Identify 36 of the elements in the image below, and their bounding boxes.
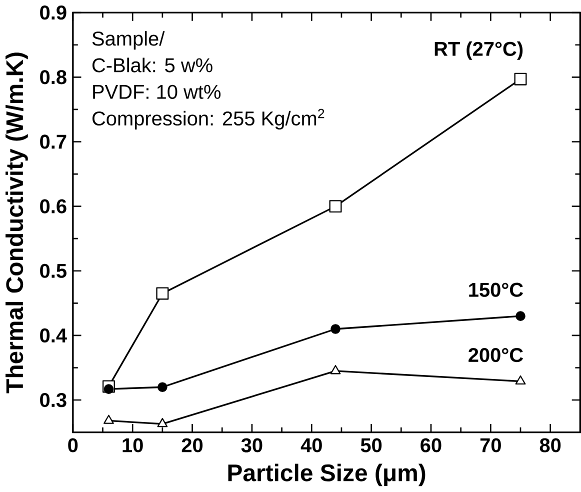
y-tick-label: 0.6 [40, 199, 66, 214]
annotation: C-Blak: 5 w% [92, 58, 212, 72]
annotation: PVDF: 10 wt% [93, 85, 221, 100]
x-tick-label: 0 [68, 438, 78, 452]
point [329, 200, 342, 213]
annotation: Compression: 255 Kg/cm$^{2}$ [92, 109, 324, 130]
y-axis-title: Thermal Conductivity (W/m.K) [6, 52, 28, 394]
y-tick-label: 0.5 [40, 264, 66, 278]
point [104, 414, 114, 424]
series-label: 200°C [468, 348, 524, 362]
x-tick-label: 10 [122, 438, 143, 452]
x-axis-title: Particle Size (μm) [228, 464, 426, 486]
x-tick-label: 50 [360, 438, 382, 452]
point [156, 287, 169, 300]
y-tick-label: 0.9 [40, 6, 66, 20]
point [157, 418, 168, 428]
x-tick-label: 70 [480, 438, 501, 452]
y-tick-label: 0.4 [40, 328, 67, 343]
annotation: Sample/ [92, 31, 165, 50]
x-tick-label: 20 [182, 438, 203, 452]
point [516, 311, 526, 322]
x-tick-label: 80 [540, 438, 561, 452]
point [515, 376, 526, 385]
series-label: 150°C [469, 282, 524, 298]
x-tick-label: 60 [420, 438, 442, 452]
point [514, 73, 527, 86]
point [104, 384, 114, 394]
point [330, 365, 341, 374]
y-tick-label: 0.8 [40, 70, 66, 84]
legend-label: RT (27°C) [434, 42, 523, 60]
y-tick-label: 0.3 [40, 393, 66, 408]
x-tick-label: 30 [241, 438, 262, 453]
y-tick-label: 0.7 [40, 134, 66, 149]
point [158, 382, 168, 392]
x-tick-label: 40 [300, 438, 322, 452]
point [330, 324, 340, 334]
